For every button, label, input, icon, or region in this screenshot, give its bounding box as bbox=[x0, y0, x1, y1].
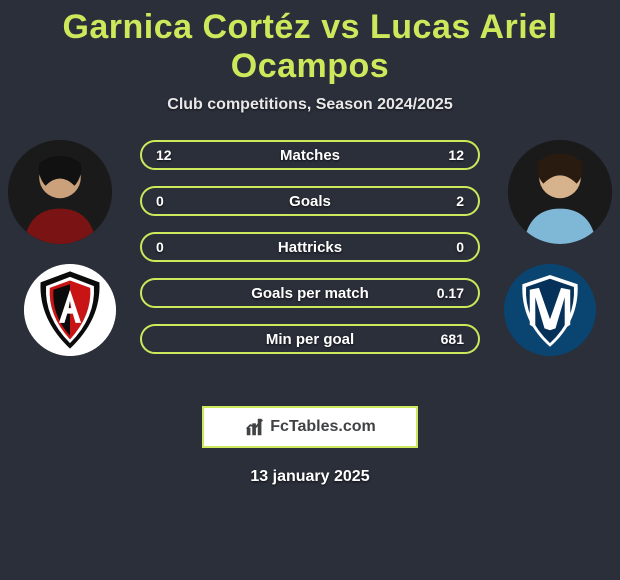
person-icon bbox=[508, 140, 612, 244]
stat-right-value: 0 bbox=[456, 239, 464, 255]
stat-left-value: 0 bbox=[156, 193, 164, 209]
page-title: Garnica Cortéz vs Lucas Ariel Ocampos bbox=[0, 8, 620, 86]
team-left-badge bbox=[24, 264, 116, 356]
stat-right-value: 681 bbox=[441, 331, 464, 347]
comparison-stage: 12 Matches 12 0 Goals 2 0 Hattricks 0 Go… bbox=[0, 140, 620, 400]
stat-right-value: 2 bbox=[456, 193, 464, 209]
stat-label: Goals per match bbox=[251, 285, 369, 302]
source-logo-text: FcTables.com bbox=[270, 418, 376, 436]
stat-left-value: 12 bbox=[156, 147, 172, 163]
date-label: 13 january 2025 bbox=[250, 468, 369, 486]
stat-row: 12 Matches 12 bbox=[140, 140, 480, 170]
stat-label: Min per goal bbox=[266, 331, 354, 348]
bar-chart-icon bbox=[244, 416, 266, 438]
stat-right-value: 12 bbox=[448, 147, 464, 163]
stat-row: Goals per match 0.17 bbox=[140, 278, 480, 308]
person-icon bbox=[8, 140, 112, 244]
source-logo: FcTables.com bbox=[202, 406, 418, 448]
stat-right-value: 0.17 bbox=[437, 285, 464, 301]
stat-bars: 12 Matches 12 0 Goals 2 0 Hattricks 0 Go… bbox=[140, 140, 480, 354]
stat-row: Min per goal 681 bbox=[140, 324, 480, 354]
shield-icon bbox=[24, 264, 116, 356]
stat-label: Matches bbox=[280, 147, 340, 164]
team-right-badge bbox=[504, 264, 596, 356]
shield-icon bbox=[504, 264, 596, 356]
stat-left-value: 0 bbox=[156, 239, 164, 255]
stat-label: Hattricks bbox=[278, 239, 342, 256]
player-left-avatar bbox=[8, 140, 112, 244]
player-right-avatar bbox=[508, 140, 612, 244]
stat-label: Goals bbox=[289, 193, 331, 210]
stat-row: 0 Goals 2 bbox=[140, 186, 480, 216]
stat-row: 0 Hattricks 0 bbox=[140, 232, 480, 262]
subtitle: Club competitions, Season 2024/2025 bbox=[167, 96, 452, 114]
